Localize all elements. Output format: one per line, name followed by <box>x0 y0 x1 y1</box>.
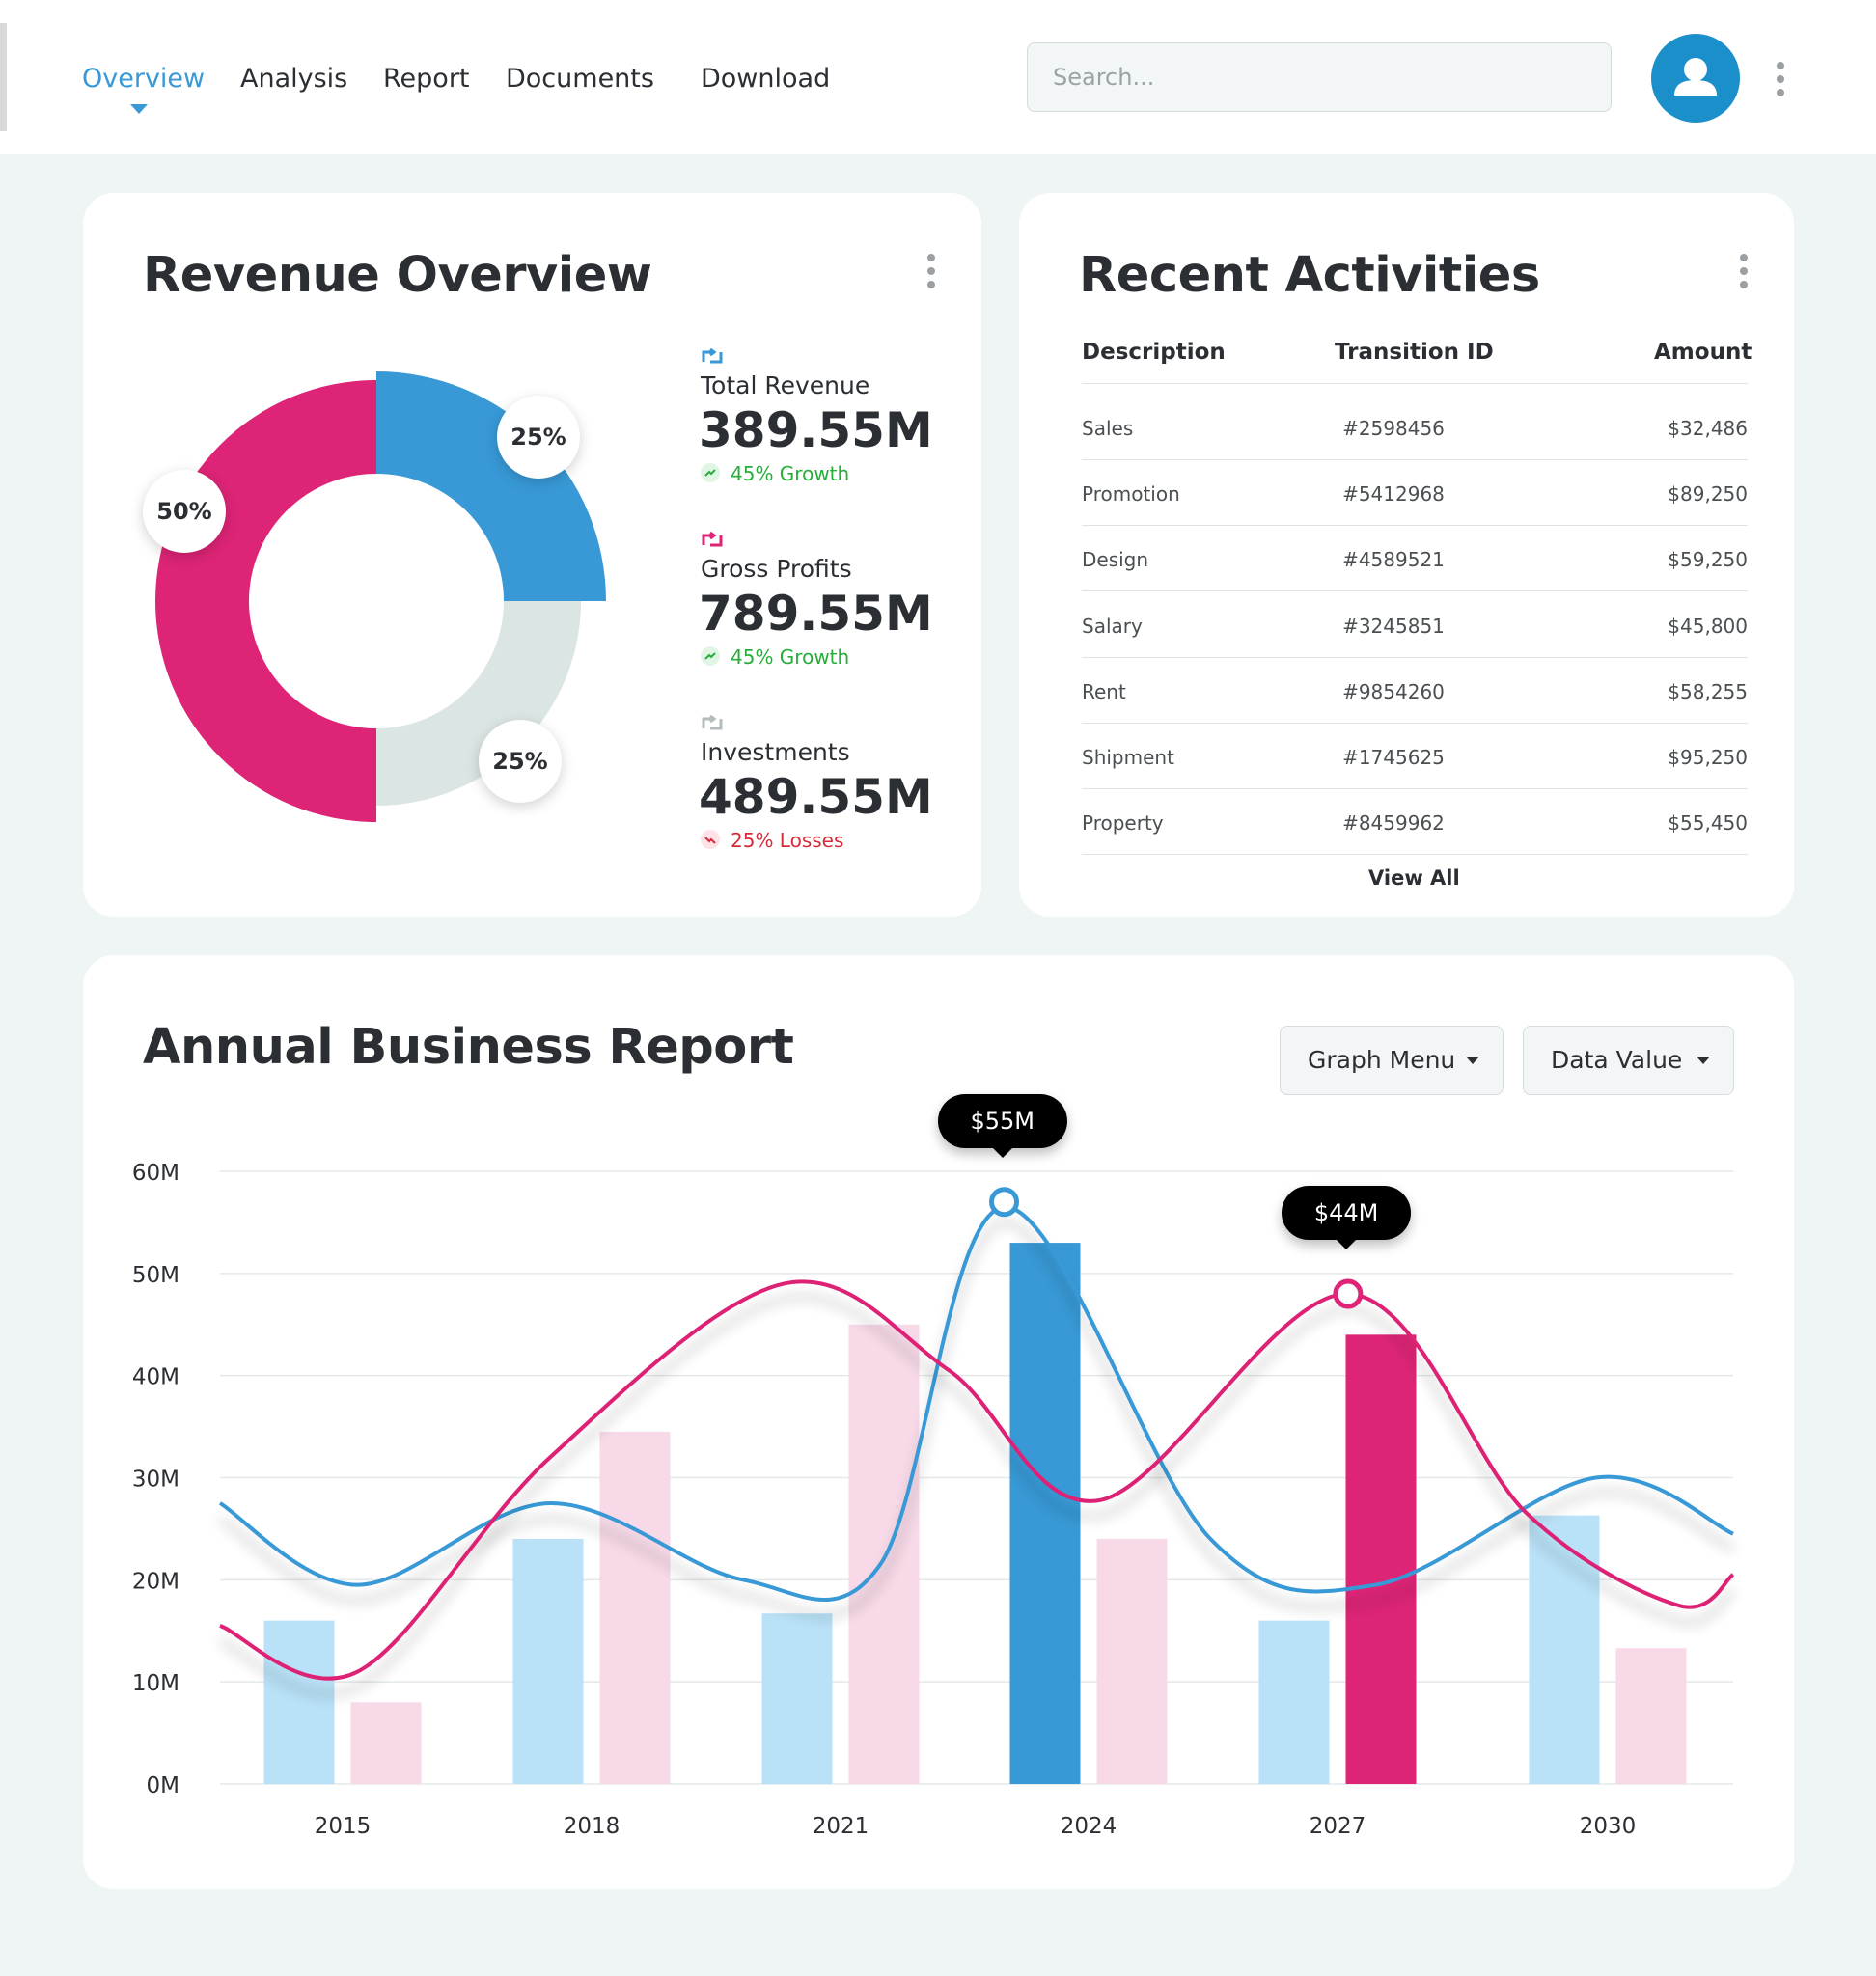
data-value-dropdown[interactable]: Data Value <box>1523 1026 1734 1095</box>
cell-amount: $32,486 <box>1668 417 1748 440</box>
stat-change: 45% Growth <box>731 462 850 485</box>
donut-label-gray: 25% <box>479 720 562 803</box>
table-divider <box>1082 854 1748 856</box>
trend-up-icon <box>701 463 720 482</box>
more-vertical-icon[interactable] <box>926 254 936 292</box>
cell-transition-id: #2598456 <box>1342 417 1445 440</box>
recent-activities-card <box>1019 193 1794 917</box>
tab-download[interactable]: Download <box>701 64 831 94</box>
revenue-overview-title: Revenue Overview <box>143 247 652 304</box>
cell-description: Property <box>1082 811 1164 836</box>
cell-amount: $89,250 <box>1668 482 1748 507</box>
stat-change: 45% Growth <box>731 645 850 669</box>
more-vertical-icon[interactable] <box>1776 62 1785 100</box>
tab-overview[interactable]: Overview <box>82 64 206 94</box>
caret-down-icon <box>1466 1057 1479 1064</box>
cell-description: Rent <box>1082 679 1126 703</box>
stat-change: 25% Losses <box>731 829 844 852</box>
column-header-amount: Amount <box>1654 340 1752 365</box>
cell-description: Promotion <box>1082 482 1180 507</box>
cell-amount: $58,255 <box>1668 679 1748 703</box>
view-all-link[interactable]: View All <box>1368 866 1460 890</box>
more-vertical-icon[interactable] <box>1739 254 1749 292</box>
cell-transition-id: #8459962 <box>1342 811 1445 836</box>
column-header-description: Description <box>1082 340 1226 365</box>
column-header-transition-id: Transition ID <box>1335 340 1494 365</box>
caret-down-icon <box>1697 1057 1710 1064</box>
stat-label: Total Revenue <box>701 371 870 399</box>
data-value-label: Data Value <box>1551 1046 1683 1074</box>
value-tooltip: $44M <box>1281 1186 1412 1249</box>
user-avatar-button[interactable] <box>1651 34 1740 123</box>
sidebar-edge <box>0 23 7 131</box>
graph-menu-label: Graph Menu <box>1308 1046 1456 1074</box>
user-icon <box>1674 58 1717 96</box>
cell-transition-id: #9854260 <box>1342 679 1445 703</box>
cell-transition-id: #4589521 <box>1342 548 1445 572</box>
cell-transition-id: #3245851 <box>1342 614 1445 638</box>
active-tab-indicator <box>130 104 148 114</box>
cell-amount: $45,800 <box>1668 614 1748 638</box>
table-divider <box>1082 525 1748 527</box>
tab-report[interactable]: Report <box>383 64 470 94</box>
cell-transition-id: #5412968 <box>1342 482 1445 507</box>
value-tooltip: $55M <box>937 1093 1068 1158</box>
link-icon <box>702 715 723 730</box>
annual-report-card <box>83 955 1794 1889</box>
donut-label-blue: 25% <box>497 396 580 479</box>
stat-label: Gross Profits <box>701 555 852 583</box>
link-icon <box>702 532 723 547</box>
tab-documents[interactable]: Documents <box>506 64 654 94</box>
annual-report-title: Annual Business Report <box>143 1019 794 1076</box>
cell-amount: $95,250 <box>1668 746 1748 769</box>
stat-value: 389.55M <box>699 402 933 458</box>
search-input[interactable] <box>1027 42 1612 112</box>
donut-label-pink: 50% <box>143 470 226 553</box>
link-icon <box>702 348 723 364</box>
top-navigation-bar: Overview Analysis Report Documents Downl… <box>0 0 1876 154</box>
cell-amount: $55,450 <box>1668 811 1748 836</box>
table-divider <box>1082 383 1748 384</box>
table-divider <box>1082 788 1748 789</box>
cell-transition-id: #1745625 <box>1342 746 1445 769</box>
cell-description: Design <box>1082 548 1149 572</box>
stat-value: 489.55M <box>699 769 933 825</box>
table-divider <box>1082 656 1748 658</box>
stat-label: Investments <box>701 738 850 766</box>
trend-down-icon <box>701 830 720 849</box>
recent-activities-title: Recent Activities <box>1079 247 1540 304</box>
cell-description: Sales <box>1082 417 1134 440</box>
table-divider <box>1082 722 1748 724</box>
tab-analysis[interactable]: Analysis <box>240 64 348 94</box>
cell-description: Shipment <box>1082 746 1174 769</box>
table-divider <box>1082 590 1748 592</box>
graph-menu-dropdown[interactable]: Graph Menu <box>1280 1026 1504 1095</box>
cell-description: Salary <box>1082 614 1143 638</box>
stat-value: 789.55M <box>699 586 933 642</box>
table-divider <box>1082 459 1748 460</box>
cell-amount: $59,250 <box>1668 548 1748 572</box>
trend-up-icon <box>701 646 720 666</box>
